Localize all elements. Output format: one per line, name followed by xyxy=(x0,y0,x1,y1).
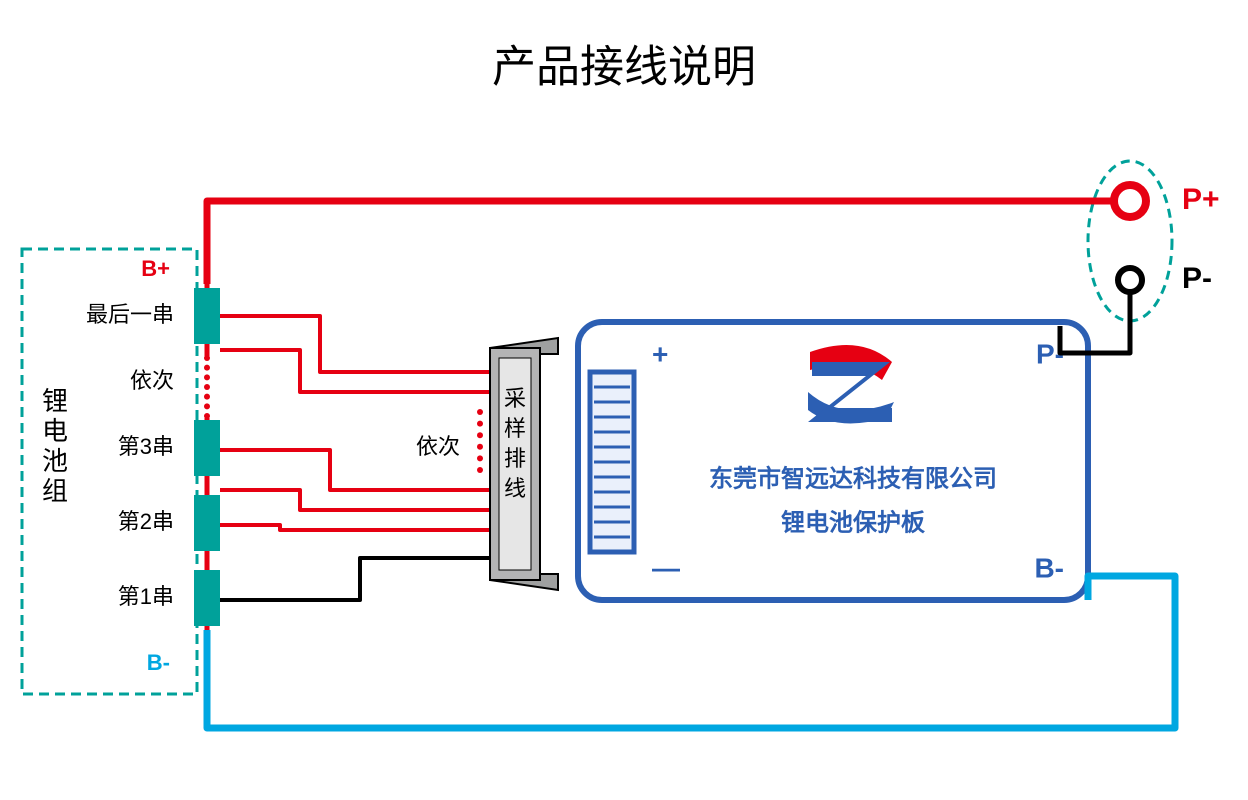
battery-cell xyxy=(194,420,220,476)
cell-label: 最后一串 xyxy=(86,302,174,327)
connector-dot xyxy=(477,455,483,461)
connector-dot xyxy=(477,467,483,473)
page-title: 产品接线说明 xyxy=(492,43,756,92)
sampleBlack xyxy=(220,558,494,600)
product-name: 锂电池保护板 xyxy=(781,509,926,536)
connector-dot xyxy=(477,444,483,450)
board-plus: + xyxy=(652,338,668,369)
trunk-dot xyxy=(204,394,210,400)
cell-label: 第1串 xyxy=(118,584,174,609)
sampleRed4 xyxy=(220,490,494,510)
battery-cell xyxy=(194,570,220,626)
board-bminus: B- xyxy=(1034,552,1064,583)
battery-pack-label: 锂电池组 xyxy=(42,386,68,506)
p-minus-label: P- xyxy=(1182,262,1212,295)
trunk-dot xyxy=(204,365,210,371)
cell-sequence-label: 依次 xyxy=(130,368,174,393)
battery-cell xyxy=(194,495,220,551)
trunk-dot xyxy=(204,374,210,380)
connector-dot xyxy=(477,432,483,438)
cell-label: 第2串 xyxy=(118,509,174,534)
sampleRed1 xyxy=(220,316,494,372)
connector-dot xyxy=(477,409,483,415)
p-minus-terminal xyxy=(1118,268,1142,292)
p-plus-terminal xyxy=(1114,185,1146,217)
connector-seq-label: 依次 xyxy=(416,434,460,459)
trunk-dot xyxy=(204,403,210,409)
trunk-dot xyxy=(204,384,210,390)
company-name: 东莞市智远达科技有限公司 xyxy=(709,464,997,492)
b-minus-label: B- xyxy=(147,650,170,675)
trunk-dot xyxy=(204,355,210,361)
cell-label: 第3串 xyxy=(118,434,174,459)
connector-dot xyxy=(477,421,483,427)
b-plus-label: B+ xyxy=(141,256,170,281)
board-minus: — xyxy=(652,552,680,583)
wire-bplus-to-pplus xyxy=(207,201,1114,284)
battery-cell xyxy=(194,288,220,344)
p-plus-label: P+ xyxy=(1182,183,1220,216)
sampleRed5 xyxy=(220,525,494,530)
trunk-dot xyxy=(204,413,210,419)
